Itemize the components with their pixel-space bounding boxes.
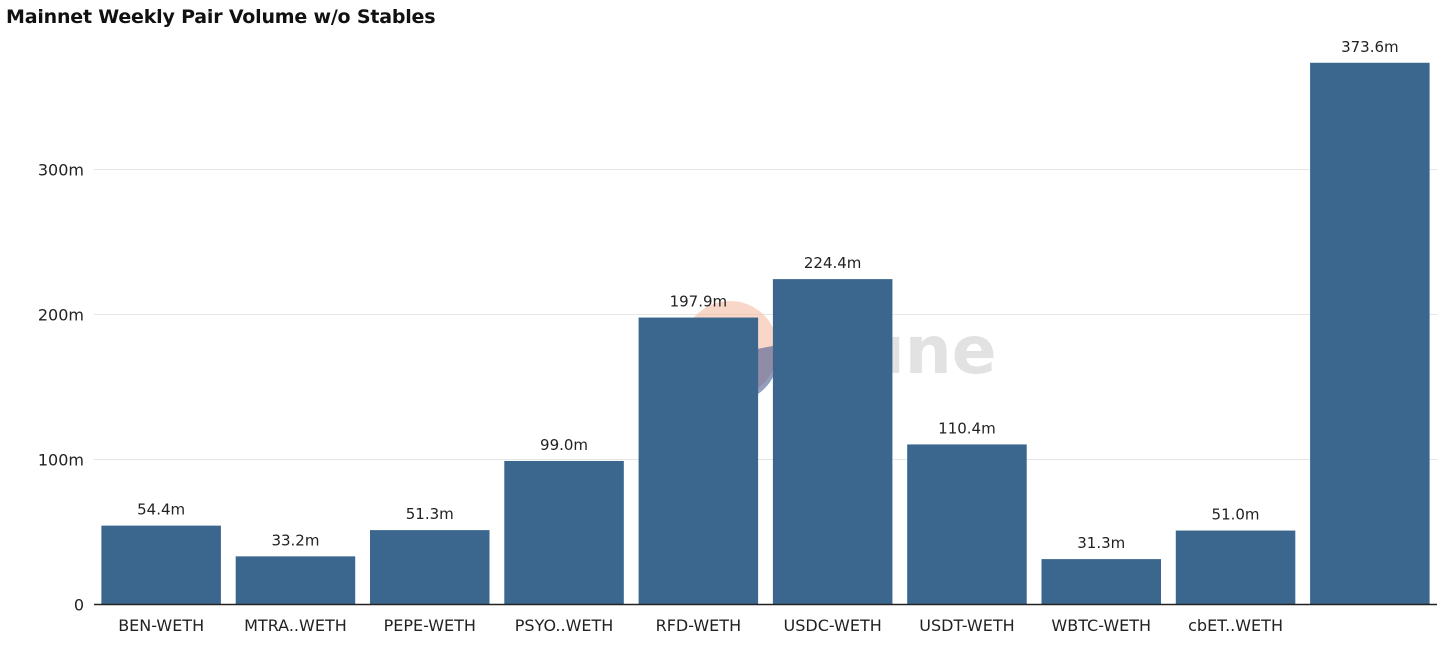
bar[interactable] xyxy=(235,556,356,605)
bar-value-label: 373.6m xyxy=(1341,38,1399,56)
y-tick-label: 300m xyxy=(38,161,84,180)
y-tick-label: 0 xyxy=(74,596,84,615)
y-tick-label: 200m xyxy=(38,306,84,325)
bar-value-label: 99.0m xyxy=(540,436,588,454)
bar-value-label: 51.0m xyxy=(1212,506,1260,524)
bar-value-label: 54.4m xyxy=(137,501,185,519)
bar[interactable] xyxy=(369,530,490,605)
x-tick-label: PSYO..WETH xyxy=(515,616,614,635)
bars xyxy=(101,62,1430,605)
x-axis: BEN-WETH MTRA..WETH PEPE-WETH PSYO..WETH RFD… xyxy=(94,603,1437,635)
grid-lines xyxy=(94,169,1437,460)
bar[interactable] xyxy=(101,525,221,605)
x-tick-label: USDC-WETH xyxy=(784,616,882,635)
bar[interactable] xyxy=(1041,559,1162,605)
x-tick-label: BEN-WETH xyxy=(118,616,204,635)
bar-value-label: 224.4m xyxy=(804,254,862,272)
value-labels: 54.4m 33.2m 51.3m 99.0m 197.9m 224.4m 110.4m 31… xyxy=(137,38,1398,552)
y-tick-label: 100m xyxy=(38,451,84,470)
bar-value-label: 197.9m xyxy=(670,293,728,311)
bar[interactable] xyxy=(1175,530,1296,605)
x-tick-label: WBTC-WETH xyxy=(1051,616,1151,635)
bar-value-label: 31.3m xyxy=(1077,534,1125,552)
y-axis: 0 100m 200m 300m xyxy=(38,161,84,615)
bar[interactable] xyxy=(772,279,893,605)
bar-value-label: 51.3m xyxy=(406,505,454,523)
bar[interactable] xyxy=(638,317,759,605)
bar[interactable] xyxy=(1310,62,1430,605)
bar-value-label: 110.4m xyxy=(938,419,996,437)
x-tick-label: cbET..WETH xyxy=(1188,616,1283,635)
bar-value-label: 33.2m xyxy=(271,531,319,549)
x-tick-label: USDT-WETH xyxy=(919,616,1014,635)
x-tick-label: RFD-WETH xyxy=(656,616,742,635)
x-tick-label: PEPE-WETH xyxy=(384,616,476,635)
x-tick-label: MTRA..WETH xyxy=(244,616,347,635)
bar[interactable] xyxy=(504,460,624,605)
bar[interactable] xyxy=(907,444,1027,605)
chart-title: Mainnet Weekly Pair Volume w/o Stables xyxy=(6,6,436,28)
